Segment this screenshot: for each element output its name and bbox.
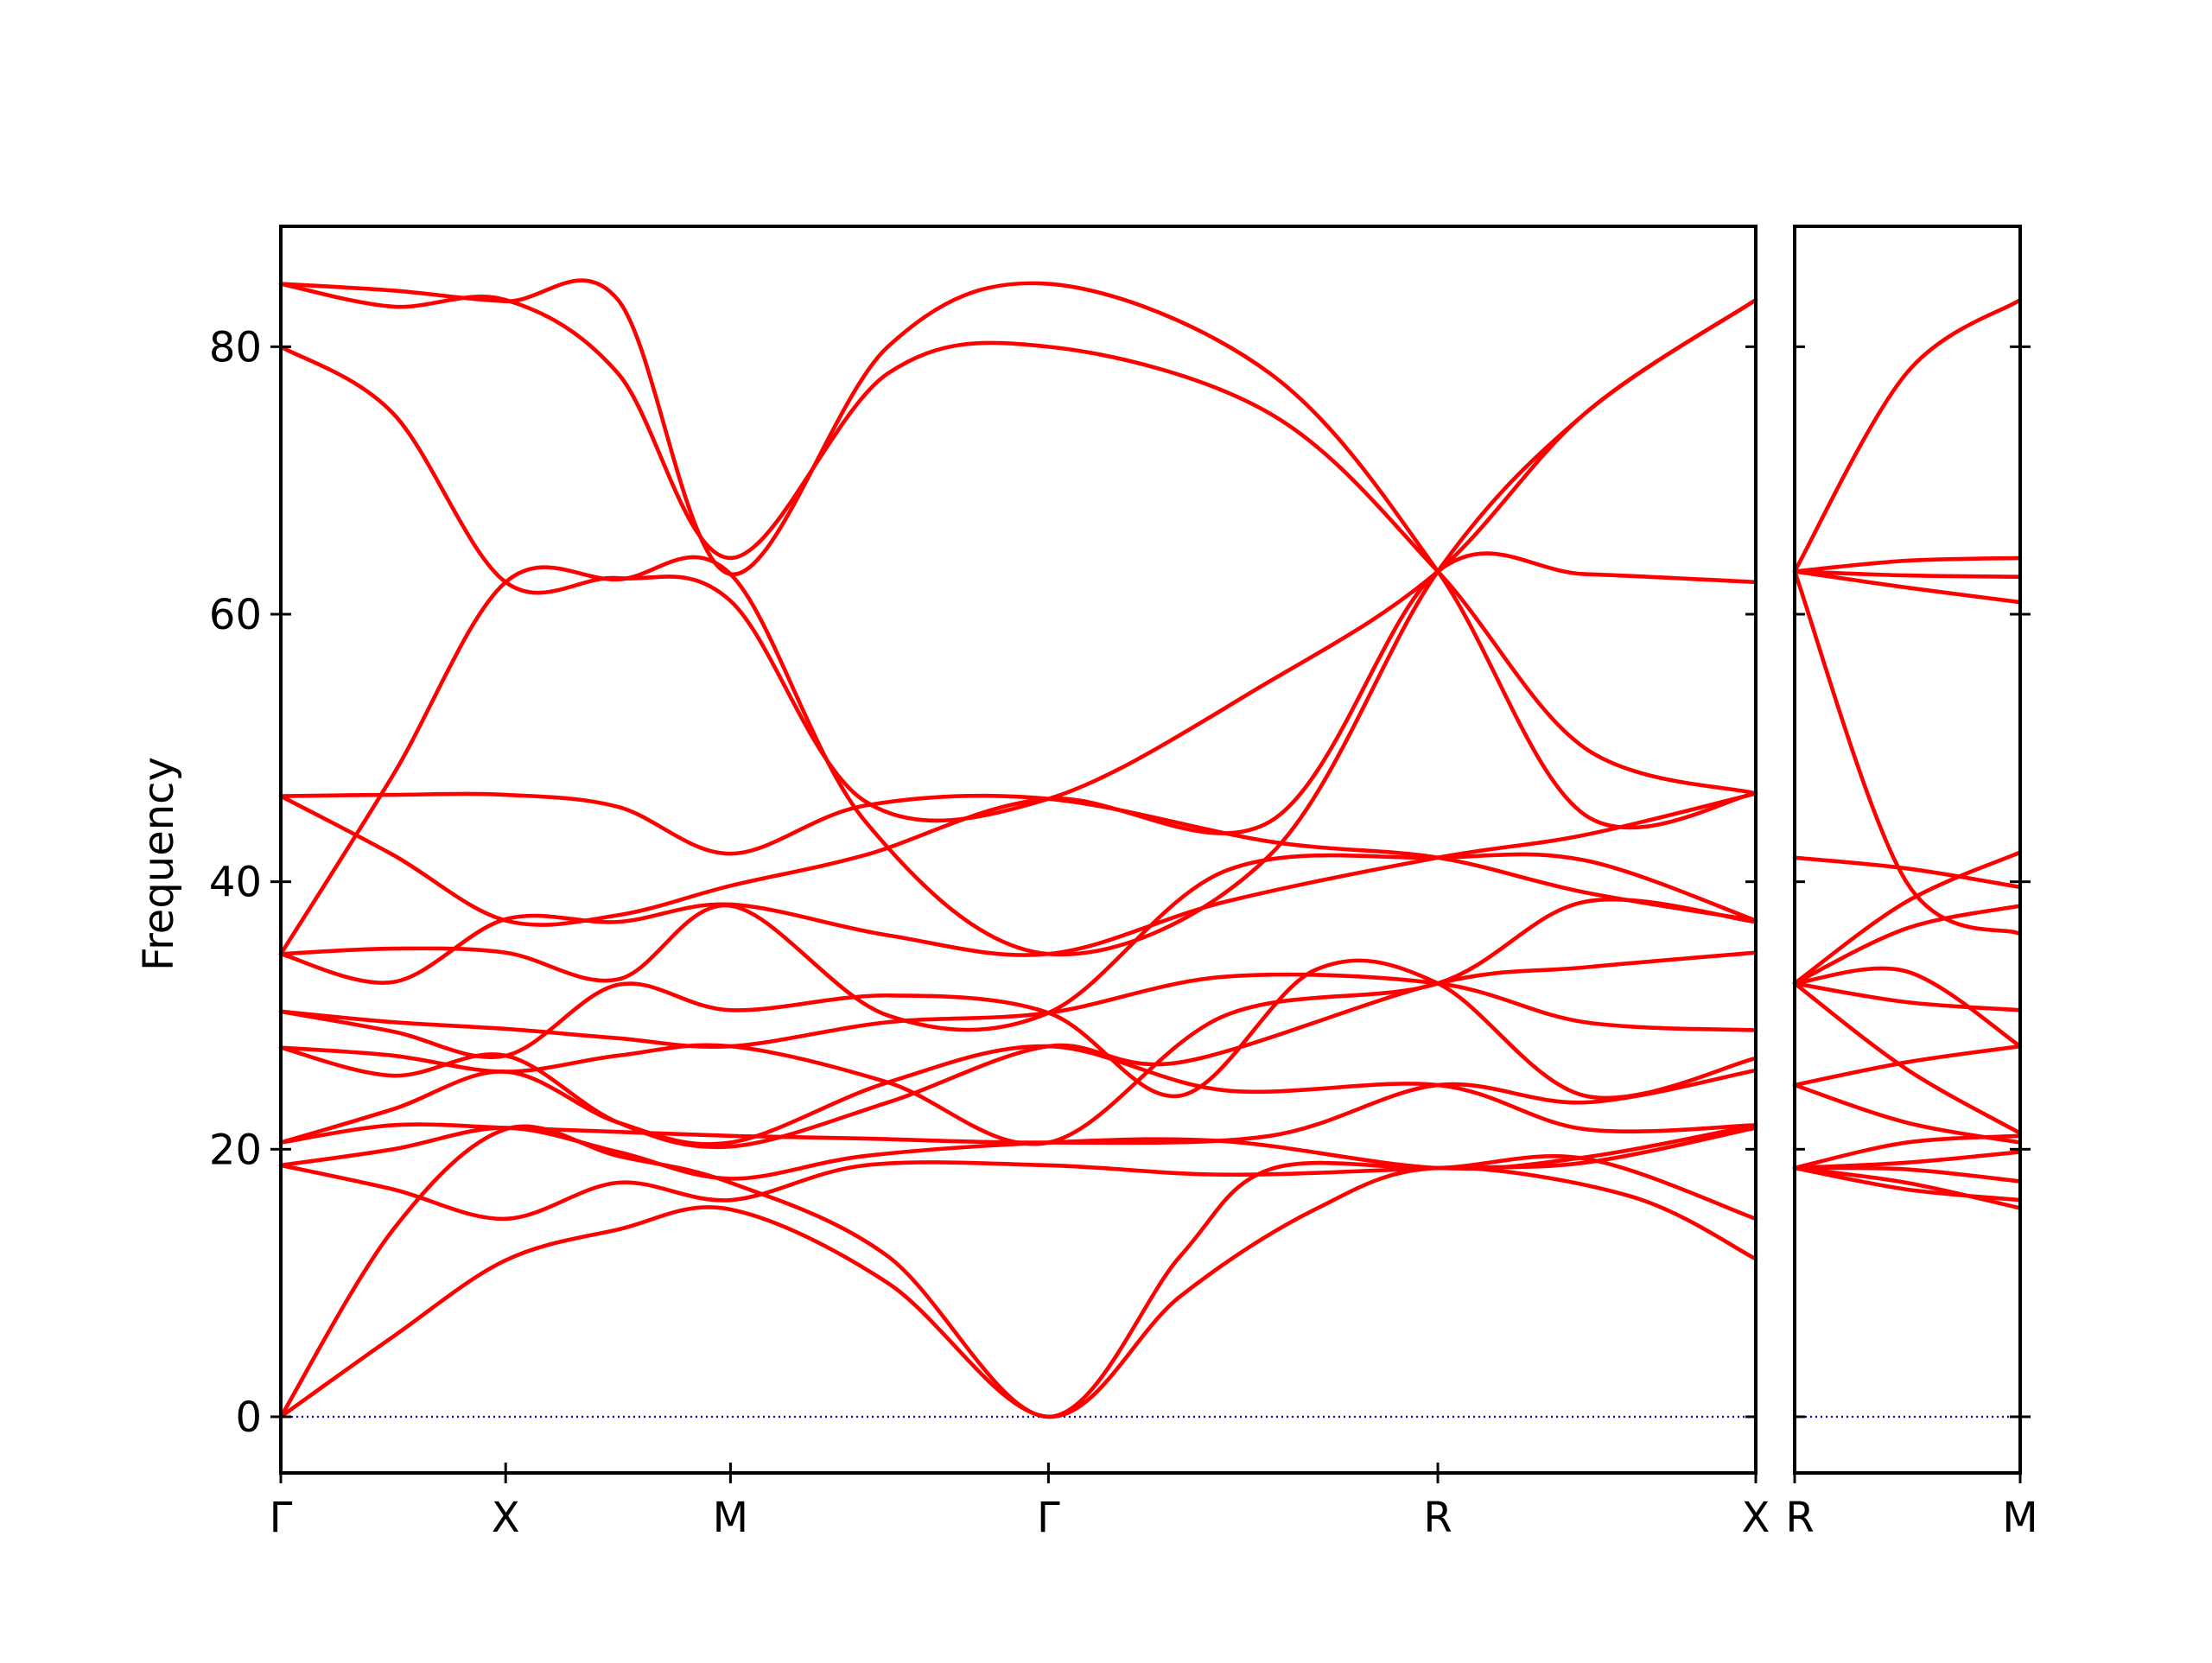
phonon-band-1-5 [278, 1068, 1758, 1146]
x-tick-label-2-2: M [2002, 1494, 2037, 1542]
phonon-band-1-17 [278, 282, 1758, 796]
x-tick-label-1-4: Γ [1037, 1494, 1060, 1542]
phonon-band-1-18 [278, 278, 1758, 830]
y-tick-label-2: 20 [209, 1126, 262, 1174]
y-axis-label: Frequency [135, 757, 183, 971]
phonon-band-1-2 [278, 1124, 1758, 1419]
phonon-band-2-8 [1792, 981, 2023, 1136]
y-tick-label-5: 80 [209, 323, 262, 371]
phonon-band-1-9 [278, 972, 1758, 1050]
phonon-band-1-10 [278, 958, 1758, 1101]
bands-layer [278, 278, 2023, 1419]
phonon-band-1-8 [278, 897, 1758, 1146]
y-tick-label-3: 40 [209, 859, 262, 907]
y-tick-label-4: 60 [209, 591, 262, 639]
phonon-band-1-13 [278, 791, 1758, 923]
phonon-band-2-6 [1792, 1082, 2023, 1145]
phonon-band-2-17 [1792, 555, 2023, 574]
phonon-band-1-7 [278, 950, 1758, 1150]
frames-layer [279, 225, 2022, 1475]
phonon-band-2-1 [1792, 1165, 2023, 1210]
phonon-band-2-12 [1792, 850, 2023, 986]
x-tick-label-1-5: R [1423, 1494, 1452, 1542]
phonon-band-1-12 [278, 791, 1758, 985]
phonon-band-2-10 [1792, 981, 2023, 1012]
phonon-band-2-18 [1792, 297, 2023, 574]
phonon-band-2-2 [1792, 1165, 2023, 1203]
phonon-band-1-15 [278, 297, 1758, 957]
phonon-band-2-7 [1792, 1044, 2023, 1088]
phonon-band-2-9 [1792, 966, 2023, 1049]
phonon-band-2-15 [1792, 569, 2023, 605]
y-tick-label-1: 0 [235, 1393, 262, 1442]
x-tick-label-1-3: M [713, 1494, 748, 1542]
x-tick-label-1-1: Γ [270, 1494, 293, 1542]
phonon-band-1-4 [278, 1123, 1758, 1181]
phonon-band-2-14 [1792, 569, 2023, 936]
phonon-band-1-16 [278, 297, 1758, 823]
plot-frame-1 [279, 225, 1758, 1475]
phonon-band-2-11 [1792, 904, 2023, 986]
ticks-layer [270, 345, 2031, 1483]
phonon-band-2-4 [1792, 1150, 2023, 1171]
phonon-band-2-13 [1792, 855, 2023, 890]
x-tick-label-1-2: X [492, 1494, 520, 1542]
phonon-band-1-14 [278, 551, 1758, 927]
x-tick-label-2-1: R [1785, 1494, 1814, 1542]
phonon-band-2-16 [1792, 569, 2023, 579]
phonon-band-1-1 [278, 1165, 1758, 1419]
phonon-band-1-11 [278, 852, 1758, 1032]
plot-frame-2 [1793, 225, 2022, 1475]
x-tick-label-1-6: X [1742, 1494, 1770, 1542]
